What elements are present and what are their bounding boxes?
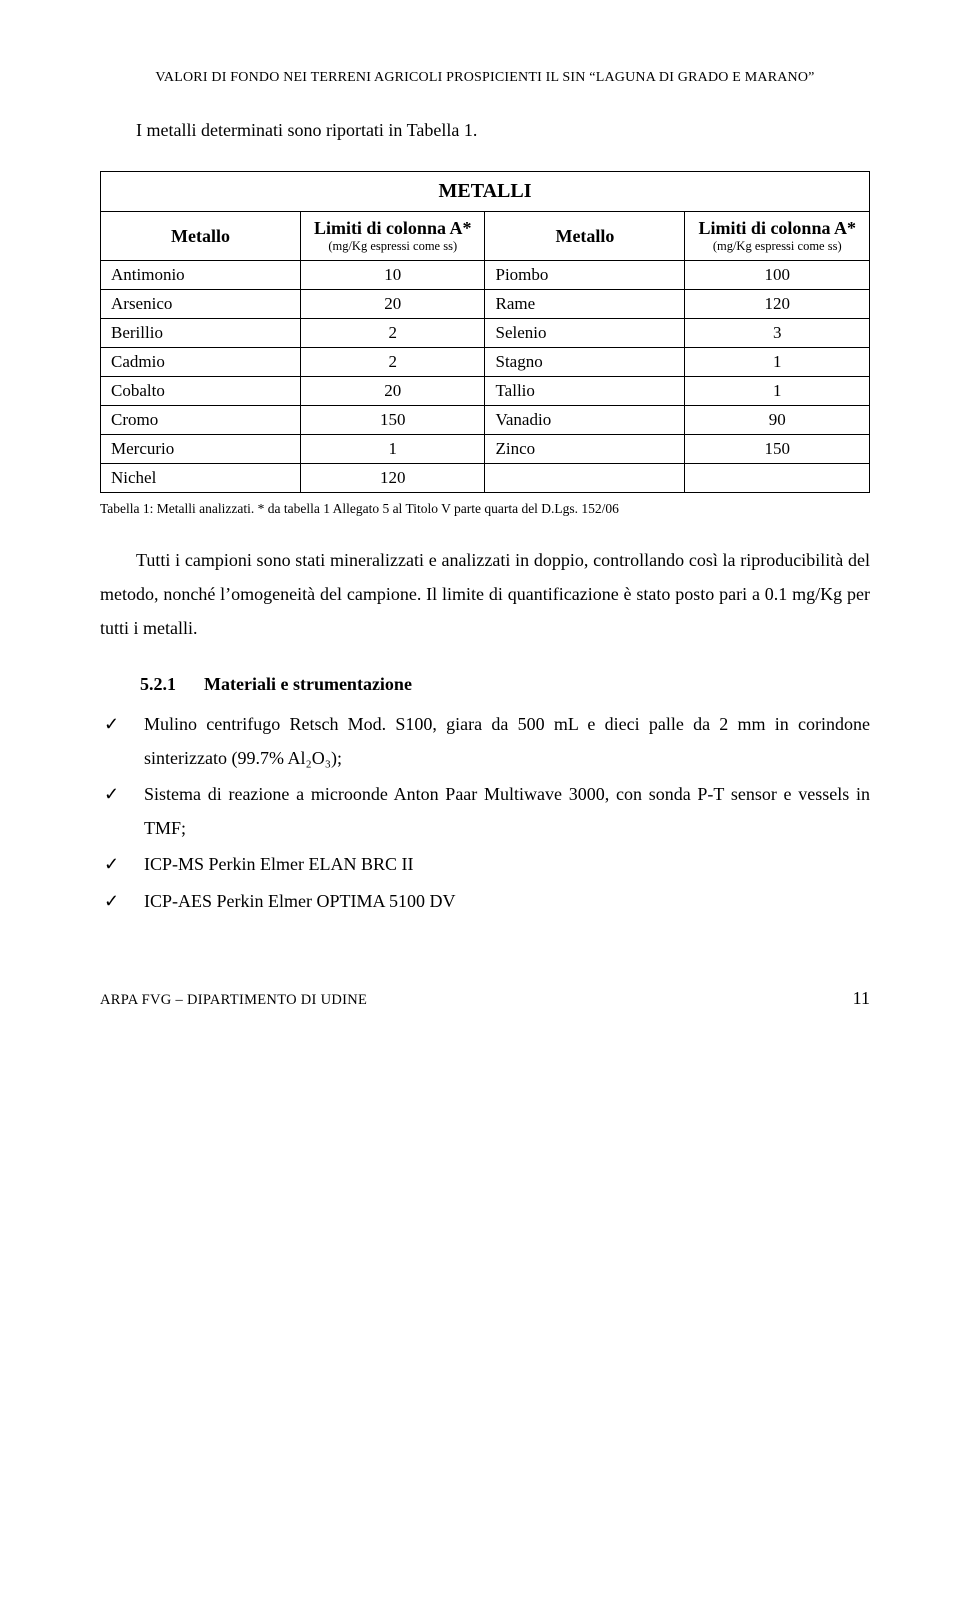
list-item: ICP-MS Perkin Elmer ELAN BRC II <box>100 847 870 881</box>
table-cell: Piombo <box>485 261 685 290</box>
table-cell <box>685 464 870 493</box>
table-cell: Tallio <box>485 377 685 406</box>
table-header-limit-main: Limiti di colonna A* <box>309 218 477 239</box>
page-footer: ARPA FVG – DIPARTIMENTO DI UDINE 11 <box>100 988 870 1009</box>
table-cell: 20 <box>300 290 485 319</box>
table-title: METALLI <box>101 172 870 212</box>
table-cell: 20 <box>300 377 485 406</box>
table-cell: Nichel <box>101 464 301 493</box>
table-caption: Tabella 1: Metalli analizzati. * da tabe… <box>100 501 870 517</box>
table-cell: Cadmio <box>101 348 301 377</box>
table-cell: Vanadio <box>485 406 685 435</box>
table-header-limit-sub: (mg/Kg espressi come ss) <box>693 239 861 254</box>
table-cell: 1 <box>685 348 870 377</box>
table-row: Cadmio2Stagno1 <box>101 348 870 377</box>
bullet-list: Mulino centrifugo Retsch Mod. S100, giar… <box>100 707 870 918</box>
table-cell: 150 <box>300 406 485 435</box>
table-row: Mercurio1Zinco150 <box>101 435 870 464</box>
table-header-limit-1: Limiti di colonna A* (mg/Kg espressi com… <box>300 212 485 261</box>
table-cell: Zinco <box>485 435 685 464</box>
table-row: Berillio2Selenio3 <box>101 319 870 348</box>
list-item: Mulino centrifugo Retsch Mod. S100, giar… <box>100 707 870 775</box>
body-paragraph: Tutti i campioni sono stati mineralizzat… <box>100 543 870 646</box>
table-cell: 100 <box>685 261 870 290</box>
table-row: Antimonio10Piombo100 <box>101 261 870 290</box>
running-header: VALORI DI FONDO NEI TERRENI AGRICOLI PRO… <box>100 70 870 86</box>
table-header-limit-main: Limiti di colonna A* <box>693 218 861 239</box>
table-cell: Berillio <box>101 319 301 348</box>
table-header-label: Metallo <box>555 226 614 246</box>
table-cell: Stagno <box>485 348 685 377</box>
table-cell: 10 <box>300 261 485 290</box>
table-header-metal-1: Metallo <box>101 212 301 261</box>
table-cell: 90 <box>685 406 870 435</box>
metals-table: METALLI Metallo Limiti di colonna A* (mg… <box>100 171 870 493</box>
table-header-limit-2: Limiti di colonna A* (mg/Kg espressi com… <box>685 212 870 261</box>
table-header-limit-sub: (mg/Kg espressi come ss) <box>309 239 477 254</box>
table-cell: Antimonio <box>101 261 301 290</box>
footer-page-number: 11 <box>853 988 870 1009</box>
table-row: Nichel120 <box>101 464 870 493</box>
document-page: VALORI DI FONDO NEI TERRENI AGRICOLI PRO… <box>0 0 960 1069</box>
table-cell: 120 <box>300 464 485 493</box>
section-title: Materiali e strumentazione <box>204 674 412 694</box>
intro-paragraph: I metalli determinati sono riportati in … <box>100 120 870 141</box>
table-row: Cobalto20Tallio1 <box>101 377 870 406</box>
table-cell: Mercurio <box>101 435 301 464</box>
table-cell: Selenio <box>485 319 685 348</box>
list-item: ICP-AES Perkin Elmer OPTIMA 5100 DV <box>100 884 870 918</box>
footer-org: ARPA FVG – DIPARTIMENTO DI UDINE <box>100 992 367 1009</box>
table-cell: 1 <box>685 377 870 406</box>
section-heading: 5.2.1 Materiali e strumentazione <box>140 674 870 695</box>
table-cell: 120 <box>685 290 870 319</box>
list-item: Sistema di reazione a microonde Anton Pa… <box>100 777 870 845</box>
table-cell <box>485 464 685 493</box>
table-cell: 150 <box>685 435 870 464</box>
table-cell: 3 <box>685 319 870 348</box>
table-cell: Rame <box>485 290 685 319</box>
table-header-label: Metallo <box>171 226 230 246</box>
table-row: Cromo150Vanadio90 <box>101 406 870 435</box>
table-cell: Cobalto <box>101 377 301 406</box>
table-row: Arsenico20Rame120 <box>101 290 870 319</box>
table-header-metal-2: Metallo <box>485 212 685 261</box>
table-cell: Cromo <box>101 406 301 435</box>
table-cell: Arsenico <box>101 290 301 319</box>
section-number: 5.2.1 <box>140 674 176 694</box>
table-cell: 1 <box>300 435 485 464</box>
table-cell: 2 <box>300 348 485 377</box>
table-cell: 2 <box>300 319 485 348</box>
